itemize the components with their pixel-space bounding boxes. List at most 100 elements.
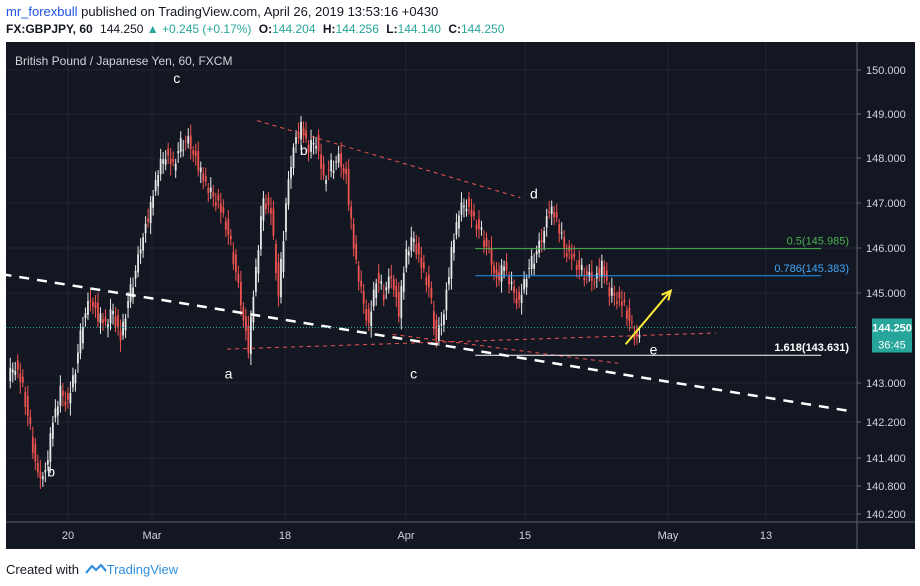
candle-body [300,121,302,140]
candle-body [455,222,458,235]
price-tick-label: 140.800 [866,481,906,493]
candle-body [620,301,623,306]
candle-body [285,203,287,232]
candle-body [570,254,573,259]
candle-body [550,206,553,215]
candle-body [167,148,170,156]
tradingview-brand[interactable]: TradingView [106,562,179,577]
chart-title: British Pound / Japanese Yen, 60, FXCM [15,54,232,68]
drawing-red-upper [257,120,521,199]
candle-body [212,192,215,197]
candle-body [558,223,561,234]
wave-label: d [530,186,538,202]
candle-body [14,371,17,375]
candle-body [405,249,408,268]
candle-body [407,251,410,256]
candle-body [147,218,150,222]
price-axis[interactable]: 150.000 149.000 148.000 147.000 146.000 145.0… [857,65,906,521]
candle-body [327,169,330,171]
chart-panel[interactable]: 150.000 149.000 148.000 147.000 146.000 145.0… [1,42,915,549]
candle-body [335,161,338,163]
candle-body [249,316,252,355]
candle-body [337,153,340,163]
candle-body [583,277,586,281]
drawings [1,120,857,413]
candle-body [603,266,606,276]
candle-body [548,210,551,213]
candle-body [432,311,435,329]
candle-body [533,263,536,269]
created-with-label: Created with [6,562,79,577]
candle-body [102,319,104,323]
candle-body [307,144,310,153]
candle-body [478,219,480,229]
candle-body [187,136,190,144]
price-tick-label: 141.400 [866,453,906,465]
candle-body [618,292,621,299]
candle-body [503,266,505,271]
time-axis[interactable]: 20 Mar 18 Apr 15 May 13 [62,530,772,542]
candle-body [89,300,92,302]
candle-body [498,272,500,281]
candle-body [107,324,109,329]
candle-body [505,261,508,271]
candle-body [61,390,64,396]
candle-body [628,307,631,322]
candle-body [132,287,134,298]
candle-body [232,252,235,264]
candle-body [392,279,395,290]
time-tick-label: 18 [279,530,291,542]
high-label: H: [322,22,336,36]
price-tick-label: 147.000 [866,198,906,210]
author-link[interactable]: mr_forexbull [6,4,78,19]
candle-body [483,240,485,248]
candle-body [16,360,19,371]
candle-body [352,224,355,249]
wave-label: c [173,70,180,86]
close-value: 144.250 [460,22,505,36]
candle-body [36,462,39,473]
wave-label: e [650,341,658,357]
price-chart[interactable]: 150.000 149.000 148.000 147.000 146.000 145.0… [1,42,915,549]
candle-body [39,471,42,479]
candle-body [317,135,320,152]
candle-body [280,258,282,298]
candle-body [270,208,272,214]
candle-body [122,321,124,336]
candle-body [390,276,393,278]
candle-body [435,319,438,340]
candle-body [74,373,77,384]
candle-body [545,216,548,228]
candle-body [260,216,262,250]
candle-body [54,408,57,418]
candle-body [342,168,345,173]
annotations: 0.5(145.985) 0.786(145.383) 1.618(143.631)… [47,70,912,480]
candle-body [493,265,495,274]
candle-body [490,247,493,265]
candle-body [440,323,443,325]
candle-body [412,238,415,242]
candle-body [565,253,568,257]
candle-body [302,127,305,136]
candle-body [202,173,205,182]
candle-body [59,385,62,406]
candle-body [367,308,370,323]
candle-body [375,283,378,299]
candle-body [410,237,413,251]
wave-label: b [47,464,55,480]
candle-body [295,137,297,144]
candle-body [330,159,333,172]
candle-body [229,235,232,240]
candle-body [159,159,162,175]
candle-body [380,281,383,284]
candle-body [415,244,418,254]
fib-label: 0.5(145.985) [787,236,849,248]
candle-body [590,271,593,281]
candle-body [625,310,628,319]
candle-body [387,276,390,289]
price-tick-label: 148.000 [866,153,906,165]
candle-body [430,288,433,299]
candle-body [209,187,212,193]
candle-body [112,311,114,315]
candle-body [608,286,611,297]
